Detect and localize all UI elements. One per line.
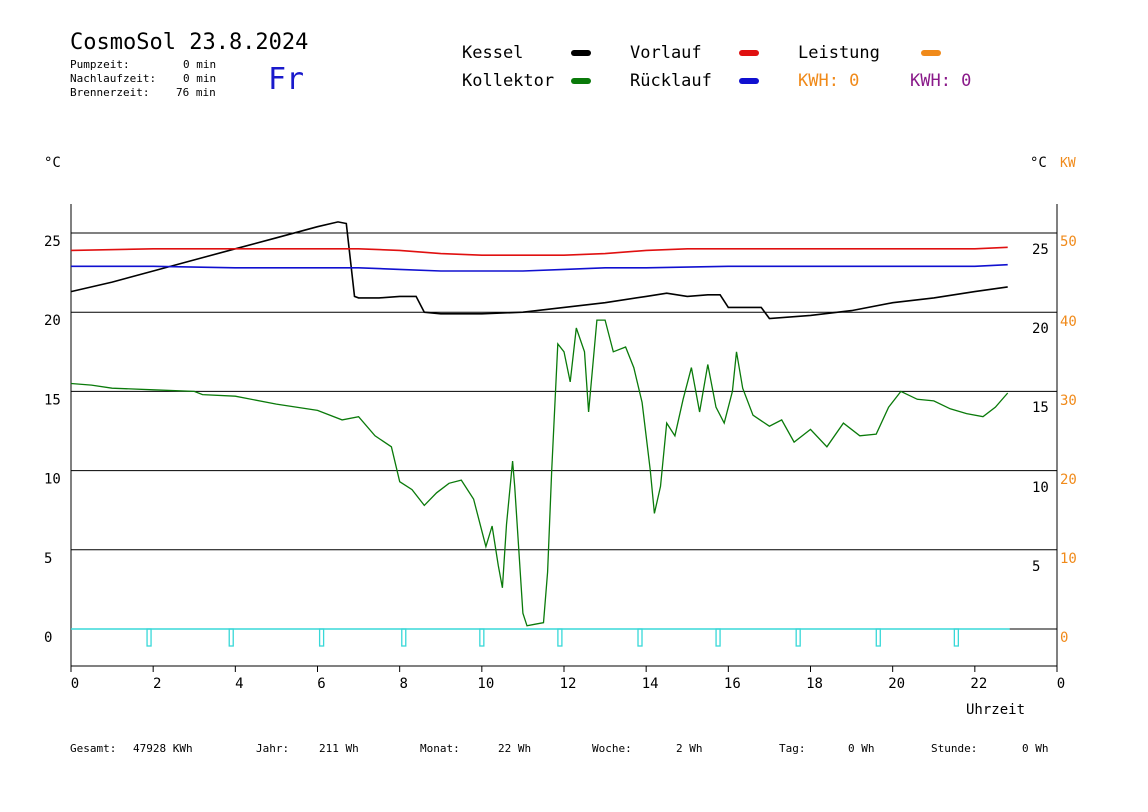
y-right-temp-tick-label: 10	[1032, 480, 1049, 496]
x-tick-label: 4	[235, 676, 243, 692]
footer-stunde-label: Stunde:	[931, 742, 978, 755]
x-tick-label: 20	[888, 676, 905, 692]
y-right-power-tick-label: 0	[1060, 630, 1068, 646]
legend-kollektor-swatch	[571, 78, 591, 84]
stat-label-nachlaufzeit: Nachlaufzeit:	[70, 72, 157, 85]
y-right-temp-unit-label: °C	[1030, 155, 1047, 171]
chart-title: CosmoSol 23.8.2024	[70, 30, 309, 55]
legend-kessel-label: Kessel	[462, 43, 524, 63]
legend-vorlauf-swatch	[739, 50, 759, 56]
x-tick-label: 22	[970, 676, 987, 692]
y-right-temp-tick-label: 5	[1032, 559, 1040, 575]
leistung-pulse-1	[228, 628, 234, 647]
x-tick-label: 2	[153, 676, 161, 692]
y-right-power-tick-label: 10	[1060, 551, 1077, 567]
leistung-pulse-9	[875, 628, 881, 647]
footer-monat-label: Monat:	[420, 742, 460, 755]
x-tick-label: 10	[477, 676, 494, 692]
footer-woche-label: Woche:	[592, 742, 632, 755]
y-right-power-tick-label: 40	[1060, 314, 1077, 330]
footer-woche-value: 2 Wh	[676, 742, 703, 755]
x-tick-label: 0	[71, 676, 79, 692]
legend-kessel-swatch	[571, 50, 591, 56]
leistung-pulse-4	[479, 628, 485, 647]
y-left-tick-label: 5	[44, 551, 52, 567]
stat-value-pumpzeit: 0 min	[183, 58, 217, 71]
footer-jahr-label: Jahr:	[256, 742, 290, 755]
footer-jahr-value: 211 Wh	[319, 742, 359, 755]
y-left-tick-label: 20	[44, 313, 61, 329]
y-right-temp-tick-label: 20	[1032, 321, 1049, 337]
series-line-kollektor	[70, 319, 1009, 627]
y-right-temp-tick-label: 25	[1032, 242, 1049, 258]
legend-leistung-swatch	[921, 50, 941, 56]
x-tick-label: 16	[724, 676, 741, 692]
leistung-pulse-7	[715, 628, 721, 647]
x-tick-label: 0	[1057, 676, 1065, 692]
stat-value-nachlaufzeit: 0 min	[183, 72, 217, 85]
x-tick-label: 6	[317, 676, 325, 692]
leistung-pulse-8	[795, 628, 801, 647]
y-left-unit-label: °C	[44, 155, 61, 171]
x-tick-label: 12	[560, 676, 577, 692]
x-tick-label: 18	[806, 676, 823, 692]
footer-stunde-value: 0 Wh	[1022, 742, 1049, 755]
legend-leistung-label: Leistung	[798, 43, 880, 63]
stat-label-brennerzeit: Brennerzeit:	[70, 86, 150, 99]
y-left-tick-label: 25	[44, 234, 61, 250]
legend-kollektor-label: Kollektor	[462, 71, 555, 91]
footer-tag-label: Tag:	[779, 742, 806, 755]
x-axis-label: Uhrzeit	[966, 702, 1025, 718]
legend-kwh-orange: KWH: 0	[798, 71, 860, 91]
y-right-power-tick-label: 30	[1060, 393, 1077, 409]
series-line-kessel	[70, 221, 1008, 320]
leistung-pulse-5	[557, 628, 563, 647]
y-right-power-tick-label: 20	[1060, 472, 1077, 488]
footer-tag-value: 0 Wh	[848, 742, 875, 755]
y-left-tick-label: 15	[44, 392, 61, 408]
leistung-pulse-10	[953, 628, 959, 647]
y-left-tick-label: 0	[44, 630, 52, 646]
legend-vorlauf-label: Vorlauf	[630, 43, 702, 63]
leistung-pulse-3	[401, 628, 407, 647]
series-line-ruecklauf	[71, 263, 1008, 272]
y-right-temp-tick-label: 15	[1032, 400, 1049, 416]
legend-ruecklauf-label: Rücklauf	[630, 71, 712, 91]
footer-gesamt-label: Gesamt:	[70, 742, 117, 755]
stat-value-brennerzeit: 76 min	[176, 86, 216, 99]
leistung-pulse-0	[146, 628, 152, 647]
x-tick-label: 14	[642, 676, 659, 692]
footer-gesamt-value: 47928 KWh	[133, 742, 193, 755]
x-tick-label: 8	[399, 676, 407, 692]
leistung-pulse-2	[318, 628, 325, 647]
legend-ruecklauf-swatch	[739, 78, 759, 84]
weekday-label: Fr	[268, 62, 305, 97]
y-right-power-tick-label: 50	[1060, 234, 1077, 250]
series-line-vorlauf	[70, 246, 1008, 256]
y-left-tick-label: 10	[44, 472, 61, 488]
footer-monat-value: 22 Wh	[498, 742, 532, 755]
y-right-power-unit-label: KW	[1060, 156, 1076, 171]
legend-kwh-purple: KWH: 0	[910, 71, 972, 91]
leistung-pulse-6	[637, 628, 643, 647]
stat-label-pumpzeit: Pumpzeit:	[70, 58, 130, 71]
